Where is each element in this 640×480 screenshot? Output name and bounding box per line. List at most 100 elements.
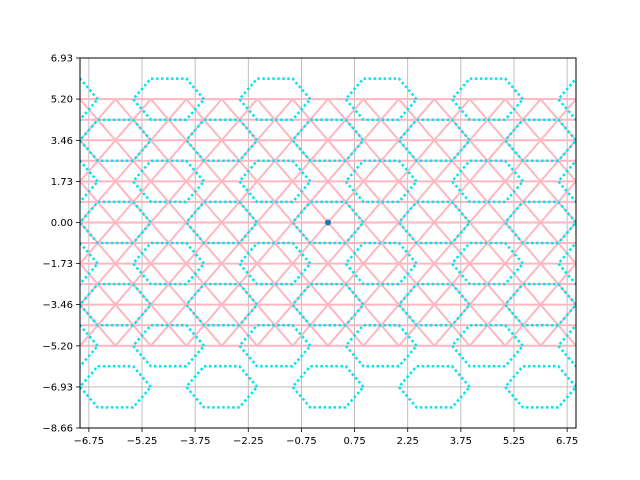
lattice-diagonal-line xyxy=(309,304,329,326)
lattice-diagonal-line xyxy=(167,304,188,326)
lattice-diagonal-line xyxy=(468,119,489,141)
hexagon-outline xyxy=(450,159,525,204)
lattice-diagonal-line xyxy=(380,283,400,306)
lattice-diagonal-line xyxy=(96,324,117,347)
y-tick-label: 1.73 xyxy=(51,177,73,188)
lattice-diagonal-line xyxy=(362,324,382,347)
lattice-diagonal-line xyxy=(291,324,312,347)
lattice-diagonal-line xyxy=(114,119,134,141)
hexagon-series xyxy=(80,77,576,409)
lattice-diagonal-line xyxy=(220,283,241,306)
lattice-diagonal-line xyxy=(203,221,223,244)
lattice-diagonal-line xyxy=(203,304,223,326)
lattice-diagonal-line xyxy=(539,98,560,121)
lattice-diagonal-line xyxy=(274,180,294,203)
lattice-diagonal-line xyxy=(238,201,258,224)
lattice-diagonal-line xyxy=(150,98,170,121)
lattice-diagonal-line xyxy=(468,221,489,244)
lattice-diagonal-line xyxy=(451,283,471,306)
lattice-diagonal-line xyxy=(256,283,276,306)
lattice-diagonal-line xyxy=(150,180,170,203)
lattice-diagonal-line xyxy=(203,119,223,141)
lattice-diagonal-line xyxy=(114,283,134,306)
lattice-diagonal-line xyxy=(539,324,560,347)
triangular-lattice-series xyxy=(80,98,576,347)
lattice-diagonal-line xyxy=(380,221,400,244)
lattice-diagonal-line xyxy=(504,160,524,183)
lattice-diagonal-line xyxy=(238,98,258,121)
lattice-diagonal-line xyxy=(220,180,241,203)
y-tick-label: −1.73 xyxy=(42,259,73,270)
lattice-diagonal-line xyxy=(291,160,312,183)
lattice-diagonal-line xyxy=(309,201,329,224)
lattice-diagonal-line xyxy=(539,201,560,224)
lattice-diagonal-line xyxy=(522,201,542,224)
lattice-diagonal-line xyxy=(150,262,170,285)
hexagon-outline xyxy=(503,365,576,409)
lattice-diagonal-line xyxy=(539,262,560,285)
lattice-diagonal-line xyxy=(557,119,576,141)
lattice-diagonal-line xyxy=(380,242,400,265)
hexagon-outline xyxy=(80,200,153,245)
lattice-diagonal-line xyxy=(150,139,170,162)
hexagon-outline xyxy=(290,200,366,245)
y-tick-label: −3.46 xyxy=(42,300,73,311)
lattice-diagonal-line xyxy=(415,98,436,121)
lattice-diagonal-line xyxy=(486,201,506,224)
lattice-diagonal-line xyxy=(167,98,188,121)
lattice-diagonal-line xyxy=(309,160,329,183)
lattice-diagonal-line xyxy=(327,221,347,244)
lattice-diagonal-line xyxy=(80,160,99,183)
lattice-diagonal-line xyxy=(256,160,276,183)
lattice-diagonal-line xyxy=(362,98,382,121)
hexagon-outline xyxy=(503,282,576,327)
lattice-diagonal-line xyxy=(522,180,542,203)
lattice-diagonal-line xyxy=(327,180,347,203)
lattice-diagonal-line xyxy=(468,304,489,326)
lattice-diagonal-line xyxy=(380,201,400,224)
lattice-diagonal-line xyxy=(185,242,205,265)
lattice-diagonal-line xyxy=(486,262,506,285)
lattice-diagonal-line xyxy=(167,283,188,306)
lattice-diagonal-line xyxy=(256,98,276,121)
y-tick-label: −6.93 xyxy=(42,382,73,393)
hexagon-outline xyxy=(290,365,366,409)
lattice-diagonal-line xyxy=(238,262,258,285)
lattice-diagonal-line xyxy=(309,98,329,121)
lattice-diagonal-line xyxy=(167,180,188,203)
lattice-diagonal-line xyxy=(468,283,489,306)
lattice-diagonal-line xyxy=(451,119,471,141)
y-tick-label: 5.20 xyxy=(51,95,73,106)
lattice-diagonal-line xyxy=(344,180,365,203)
lattice-diagonal-line xyxy=(274,201,294,224)
lattice-diagonal-line xyxy=(362,304,382,326)
lattice-diagonal-line xyxy=(468,98,489,121)
lattice-diagonal-line xyxy=(486,283,506,306)
x-tick-label: −0.75 xyxy=(286,436,317,447)
lattice-diagonal-line xyxy=(220,201,241,224)
x-tick-label: 5.25 xyxy=(503,436,525,447)
lattice-diagonal-line xyxy=(380,180,400,203)
lattice-diagonal-line xyxy=(415,221,436,244)
x-tick-label: 0.75 xyxy=(343,436,365,447)
lattice-diagonal-line xyxy=(433,262,453,285)
hexagon-outline xyxy=(237,159,312,204)
lattice-diagonal-line xyxy=(415,201,436,224)
hexagon-outline xyxy=(290,282,366,327)
lattice-diagonal-line xyxy=(486,221,506,244)
y-tick-label: −5.20 xyxy=(42,341,73,352)
hexagon-outline xyxy=(237,77,312,121)
lattice-diagonal-line xyxy=(220,119,241,141)
lattice-diagonal-line xyxy=(539,304,560,326)
lattice-diagonal-line xyxy=(132,201,152,224)
lattice-diagonal-line xyxy=(468,160,489,183)
lattice-diagonal-line xyxy=(344,283,365,306)
lattice-diagonal-line xyxy=(150,119,170,141)
lattice-diagonal-line xyxy=(557,283,576,306)
lattice-diagonal-line xyxy=(274,139,294,162)
lattice-diagonal-line xyxy=(220,324,241,347)
lattice-diagonal-line xyxy=(256,262,276,285)
lattice-diagonal-line xyxy=(256,304,276,326)
